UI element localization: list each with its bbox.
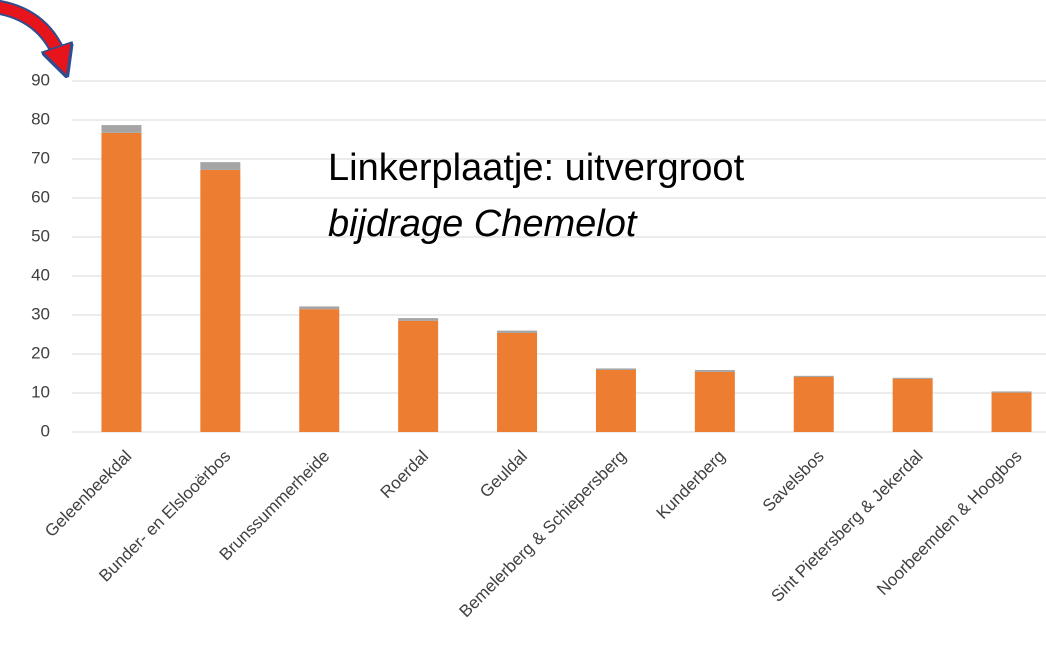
bar-segment: [497, 332, 538, 432]
annotation: bijdrage Chemelot: [328, 203, 638, 245]
bar-segment: [595, 369, 636, 432]
bar-segment: [398, 318, 439, 321]
bar-segment: [200, 169, 241, 433]
bar-segment: [299, 309, 340, 432]
x-tick-label: Kunderberg: [653, 447, 729, 523]
y-tick-label: 90: [31, 70, 50, 89]
x-tick-label: Brunssummerheide: [216, 447, 334, 565]
bar-segment: [892, 378, 933, 432]
y-tick-label: 10: [31, 382, 50, 401]
arrow: [0, 0, 62, 62]
bar-segment: [991, 391, 1032, 393]
bar-segment: [200, 162, 241, 170]
x-tick-label: Roerdal: [377, 447, 433, 503]
y-tick-label: 40: [31, 265, 50, 284]
y-tick-label: 80: [31, 109, 50, 128]
y-tick-label: 0: [41, 421, 50, 440]
bar-segment: [299, 306, 340, 310]
bar-segment: [793, 375, 834, 378]
bar-segment: [892, 377, 933, 379]
y-tick-label: 70: [31, 148, 50, 167]
annotation: Linkerplaatje: uitvergroot: [328, 147, 745, 189]
bar-segment: [595, 368, 636, 370]
bar-segment: [793, 377, 834, 432]
bar-segment: [497, 330, 538, 333]
y-tick-label: 30: [31, 304, 50, 323]
bar-segment: [398, 320, 439, 432]
bar-segment: [694, 369, 735, 372]
bar-segment: [101, 125, 142, 133]
x-tick-label: Bemelerberg & Schiepersberg: [455, 447, 629, 621]
y-tick-label: 50: [31, 226, 50, 245]
y-tick-label: 60: [31, 187, 50, 206]
bar-segment: [101, 132, 142, 432]
bar-segment: [694, 371, 735, 432]
x-tick-label: Savelsbos: [759, 447, 828, 516]
y-tick-label: 20: [31, 343, 50, 362]
x-tick-label: Geuldal: [476, 447, 531, 502]
bar-segment: [991, 392, 1032, 432]
x-tick-label: Geleenbeekdal: [41, 447, 135, 541]
